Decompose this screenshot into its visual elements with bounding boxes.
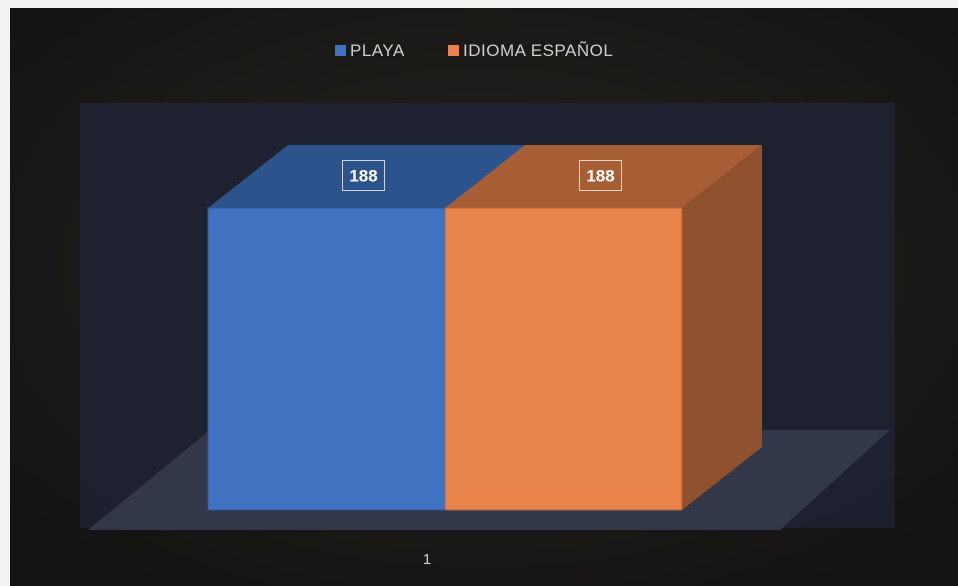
- legend-label-2: IDIOMA ESPAÑOL: [463, 41, 613, 60]
- legend-swatch-2: [448, 45, 459, 56]
- legend: PLAYA IDIOMA ESPAÑOL: [335, 41, 613, 60]
- bar-2-front: [444, 207, 683, 511]
- chart-frame: PLAYA IDIOMA ESPAÑOL 188 188 1: [10, 8, 958, 586]
- data-label-1: 188: [342, 160, 385, 191]
- bar-1-top: [208, 145, 525, 208]
- legend-label-1: PLAYA: [350, 41, 405, 60]
- data-label-text-2: 188: [586, 167, 614, 186]
- data-label-text-1: 188: [349, 167, 377, 186]
- data-label-box-2: [579, 160, 622, 191]
- legend-swatch-1: [335, 45, 346, 56]
- bar-2-top: [445, 145, 762, 208]
- x-axis-ticks: 1: [423, 551, 431, 568]
- data-labels-group: 188 188: [342, 160, 622, 191]
- data-label-2: 188: [579, 160, 622, 191]
- bars-group: [207, 145, 762, 511]
- data-label-box-1: [342, 160, 385, 191]
- bar-1-front: [207, 207, 446, 511]
- bar-2-side: [682, 145, 762, 510]
- x-tick-label-1: 1: [423, 551, 431, 568]
- bar-2: [444, 145, 762, 511]
- chart-svg: PLAYA IDIOMA ESPAÑOL 188 188 1: [10, 8, 958, 586]
